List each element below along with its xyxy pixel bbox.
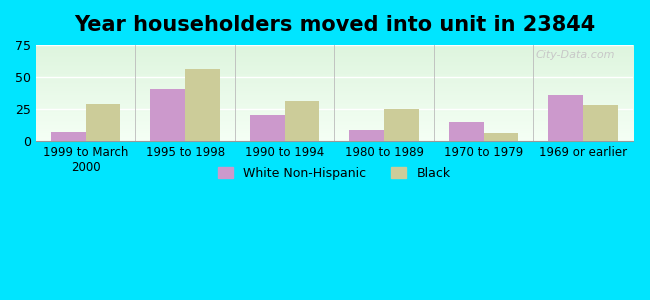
Bar [185, 69, 220, 141]
Bar [583, 105, 618, 141]
Bar [484, 134, 519, 141]
Bar [150, 88, 185, 141]
Bar [250, 116, 285, 141]
Text: City-Data.com: City-Data.com [536, 50, 615, 60]
Bar [448, 122, 484, 141]
Legend: White Non-Hispanic, Black: White Non-Hispanic, Black [213, 162, 456, 185]
Bar [349, 130, 384, 141]
Bar [285, 101, 319, 141]
Bar [549, 95, 583, 141]
Bar [86, 104, 120, 141]
Title: Year householders moved into unit in 23844: Year householders moved into unit in 238… [73, 15, 595, 35]
Bar [384, 109, 419, 141]
Bar [51, 132, 86, 141]
